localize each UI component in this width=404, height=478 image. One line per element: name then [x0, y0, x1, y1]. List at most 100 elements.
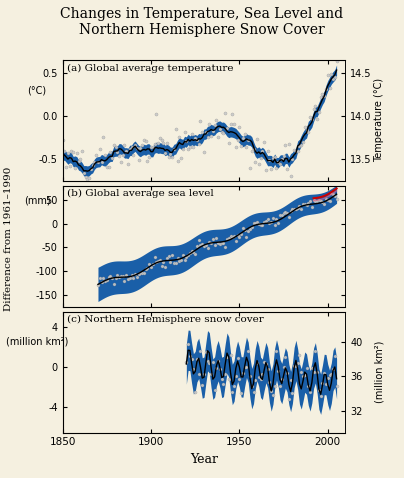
Point: [330, 191, 336, 198]
Point: [252, 219, 259, 227]
Point: [208, 132, 215, 140]
X-axis label: Year: Year: [190, 453, 218, 466]
Point: [323, 196, 329, 203]
Point: [310, 196, 317, 204]
Point: [204, 358, 211, 365]
Point: [312, 197, 319, 205]
Point: [250, 145, 257, 153]
Point: [259, 221, 265, 228]
Point: [261, 358, 267, 366]
Point: [202, 348, 209, 356]
Point: [187, 249, 193, 257]
Point: [298, 368, 305, 376]
Point: [123, 147, 129, 155]
Point: [316, 196, 322, 204]
Point: [118, 158, 124, 166]
Point: [318, 197, 324, 205]
Point: [326, 197, 333, 205]
Point: [219, 128, 225, 135]
Point: [130, 152, 137, 159]
Point: [215, 358, 221, 365]
Point: [321, 93, 328, 100]
Point: [295, 359, 301, 367]
Point: [236, 376, 242, 383]
Point: [192, 250, 198, 258]
Point: [192, 134, 198, 141]
Point: [179, 145, 186, 152]
Point: [188, 247, 195, 254]
Point: [250, 389, 257, 396]
Point: [233, 372, 239, 380]
Point: [132, 141, 138, 149]
Point: [220, 129, 227, 137]
Point: [97, 274, 103, 282]
Point: [330, 365, 336, 373]
Point: [323, 86, 329, 93]
Point: [187, 352, 193, 360]
Point: [77, 155, 84, 163]
Text: Temperature (°C): Temperature (°C): [375, 78, 384, 163]
Point: [84, 175, 90, 183]
Point: [194, 242, 200, 250]
Point: [100, 274, 107, 282]
Point: [121, 141, 128, 149]
Point: [295, 148, 301, 155]
Point: [178, 256, 184, 264]
Point: [144, 264, 151, 272]
Point: [257, 154, 264, 162]
Point: [292, 147, 299, 154]
Point: [208, 370, 215, 378]
Point: [155, 140, 161, 147]
Point: [116, 152, 122, 160]
Point: [141, 136, 147, 144]
Text: (°C): (°C): [27, 85, 47, 95]
Point: [247, 372, 253, 380]
Point: [215, 239, 221, 247]
Point: [72, 164, 78, 172]
Point: [278, 375, 285, 383]
Point: [284, 165, 290, 173]
Point: [314, 368, 320, 375]
Point: [135, 270, 142, 278]
Point: [314, 197, 320, 205]
Point: [173, 260, 179, 267]
Point: [166, 252, 172, 260]
Point: [144, 157, 151, 164]
Point: [183, 138, 189, 145]
Point: [222, 109, 229, 117]
Point: [167, 258, 174, 266]
Point: [291, 146, 297, 153]
Point: [324, 71, 331, 78]
Point: [266, 378, 273, 385]
Point: [158, 136, 165, 144]
Point: [74, 150, 80, 157]
Point: [242, 130, 248, 138]
Point: [277, 160, 283, 167]
Point: [266, 219, 273, 227]
Point: [137, 145, 143, 152]
Point: [231, 120, 237, 128]
Point: [259, 148, 265, 155]
Point: [261, 138, 267, 145]
Point: [146, 260, 152, 268]
Point: [220, 380, 227, 387]
Point: [307, 388, 314, 396]
Point: [219, 239, 225, 247]
Point: [95, 281, 101, 289]
Point: [312, 347, 319, 355]
Point: [181, 128, 188, 136]
Point: [157, 257, 163, 264]
Point: [210, 128, 216, 135]
Point: [231, 232, 237, 239]
Point: [91, 158, 98, 165]
Point: [245, 227, 251, 235]
Point: [296, 202, 303, 210]
Point: [301, 371, 308, 379]
Point: [126, 274, 133, 282]
Point: [278, 211, 285, 218]
Point: [219, 375, 225, 382]
Point: [179, 251, 186, 259]
Point: [284, 369, 290, 377]
Point: [324, 196, 331, 204]
Point: [116, 273, 122, 281]
